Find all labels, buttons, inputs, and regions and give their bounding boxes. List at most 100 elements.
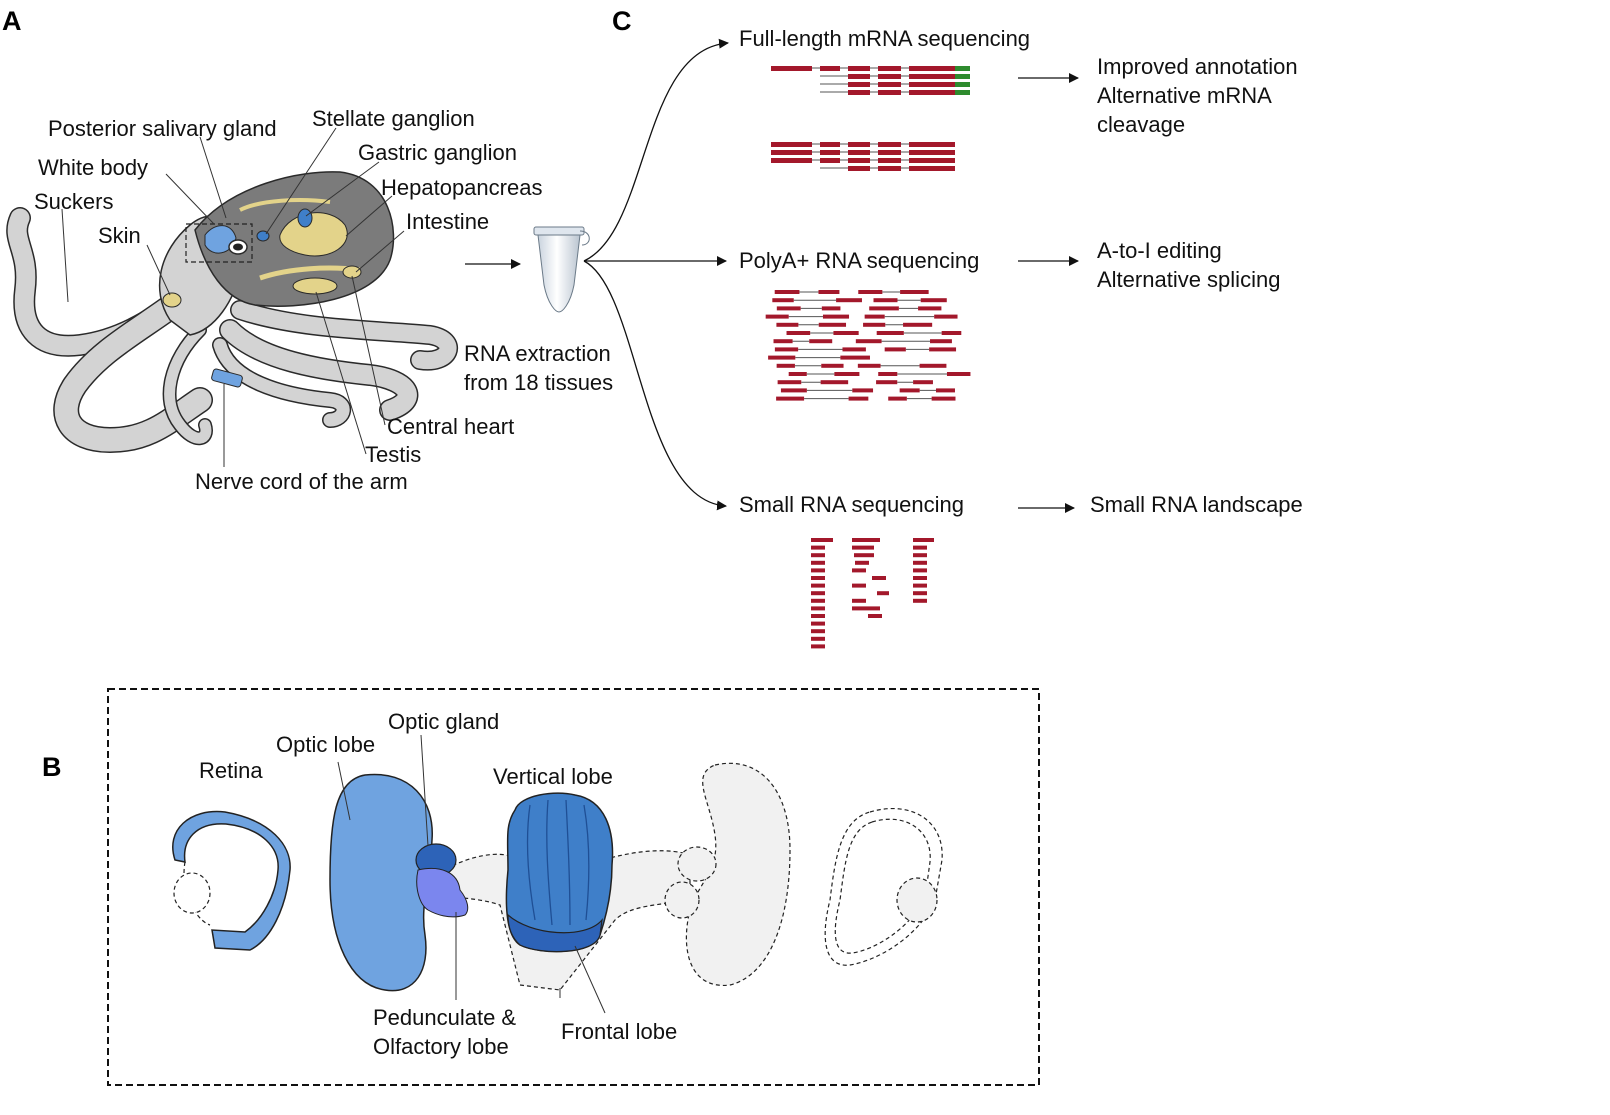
read-exon bbox=[820, 142, 840, 147]
read-segment bbox=[848, 396, 869, 401]
read-segment bbox=[768, 355, 796, 360]
read-exon bbox=[909, 142, 955, 147]
read-segment bbox=[855, 339, 882, 344]
small-read bbox=[854, 553, 874, 558]
read-segment bbox=[930, 339, 952, 344]
read-exon bbox=[878, 66, 901, 71]
read-segment bbox=[888, 396, 907, 401]
read-exon bbox=[909, 82, 955, 87]
read-exon bbox=[878, 166, 901, 171]
read-exon bbox=[909, 66, 955, 71]
outcome-alternative-mrna: Alternative mRNA bbox=[1097, 83, 1272, 108]
branch-arrows bbox=[583, 38, 729, 511]
read-segment bbox=[776, 363, 795, 368]
small-read bbox=[872, 576, 886, 580]
read-segment bbox=[776, 306, 801, 311]
read-exon bbox=[909, 90, 955, 95]
read-segment bbox=[934, 314, 958, 319]
brain-panel-frame bbox=[107, 688, 1040, 1086]
small-read bbox=[913, 560, 927, 565]
read-segment bbox=[774, 290, 800, 294]
read-segment bbox=[809, 339, 833, 344]
read-exon bbox=[909, 158, 955, 163]
label-nerve-cord: Nerve cord of the arm bbox=[195, 469, 408, 494]
read-segment bbox=[852, 388, 874, 393]
read-exon bbox=[878, 150, 901, 155]
panel-letter-a: A bbox=[2, 6, 22, 36]
read-exon bbox=[820, 150, 840, 155]
read-segment bbox=[820, 380, 849, 385]
label-white-body: White body bbox=[38, 155, 148, 180]
small-rna-reads bbox=[811, 538, 934, 649]
small-read bbox=[913, 576, 927, 580]
label-rna-extraction-2: from 18 tissues bbox=[464, 370, 613, 395]
small-read bbox=[852, 568, 866, 573]
polya-reads bbox=[765, 290, 971, 401]
label-hepatopancreas: Hepatopancreas bbox=[381, 175, 542, 200]
read-segment bbox=[821, 306, 841, 311]
read-exon bbox=[848, 66, 870, 71]
small-read bbox=[913, 553, 927, 558]
small-read bbox=[913, 598, 927, 603]
read-segment bbox=[833, 331, 859, 335]
outcome-improved-annotation: Improved annotation bbox=[1097, 54, 1298, 79]
octopus-illustration bbox=[6, 171, 458, 454]
read-segment bbox=[920, 298, 947, 303]
small-read bbox=[811, 538, 833, 542]
read-segment bbox=[869, 306, 899, 311]
read-exon bbox=[909, 166, 955, 171]
small-read bbox=[852, 538, 880, 542]
panel-a-leader-lines bbox=[61, 127, 405, 467]
read-segment bbox=[818, 290, 840, 294]
read-segment bbox=[834, 372, 860, 376]
label-gastric-ganglion: Gastric ganglion bbox=[358, 140, 517, 165]
read-segment bbox=[788, 372, 807, 376]
read-exon bbox=[848, 74, 870, 79]
read-exon bbox=[820, 158, 840, 163]
read-segment bbox=[935, 388, 955, 393]
small-read bbox=[913, 591, 927, 596]
read-segment bbox=[836, 298, 862, 303]
brain-illustration bbox=[172, 762, 943, 992]
read-tail bbox=[955, 90, 970, 95]
small-read bbox=[811, 636, 825, 641]
label-pedunculate: Pedunculate & bbox=[373, 1005, 516, 1030]
read-segment bbox=[903, 322, 933, 327]
small-read bbox=[855, 560, 869, 565]
read-exon bbox=[848, 90, 870, 95]
label-optic-lobe: Optic lobe bbox=[276, 732, 375, 757]
read-exon bbox=[771, 158, 812, 163]
small-read bbox=[913, 545, 927, 550]
small-read bbox=[811, 568, 825, 573]
small-read bbox=[811, 614, 825, 618]
small-read bbox=[811, 560, 825, 565]
read-exon bbox=[909, 74, 955, 79]
read-exon bbox=[848, 82, 870, 87]
outcome-a-to-i-editing: A-to-I editing bbox=[1097, 238, 1222, 263]
small-read bbox=[913, 583, 927, 588]
read-segment bbox=[776, 322, 799, 327]
read-tail bbox=[955, 82, 970, 87]
read-exon bbox=[878, 90, 901, 95]
read-segment bbox=[821, 363, 844, 368]
read-segment bbox=[822, 314, 850, 319]
read-exon bbox=[878, 142, 901, 147]
small-read bbox=[877, 591, 889, 596]
read-segment bbox=[777, 380, 802, 385]
read-segment bbox=[780, 388, 807, 393]
small-read bbox=[811, 621, 825, 626]
read-segment bbox=[786, 331, 811, 335]
panel-letter-c: C bbox=[612, 6, 632, 36]
read-exon bbox=[771, 150, 812, 155]
read-segment bbox=[941, 331, 962, 335]
label-intestine: Intestine bbox=[406, 209, 489, 234]
read-segment bbox=[857, 363, 881, 368]
read-segment bbox=[772, 298, 794, 303]
read-segment bbox=[899, 388, 920, 393]
small-read bbox=[811, 606, 825, 611]
label-central-heart: Central heart bbox=[387, 414, 514, 439]
read-segment bbox=[876, 380, 898, 385]
small-read bbox=[852, 545, 874, 550]
read-exon bbox=[878, 74, 901, 79]
title-small-rna-seq: Small RNA sequencing bbox=[739, 492, 964, 517]
